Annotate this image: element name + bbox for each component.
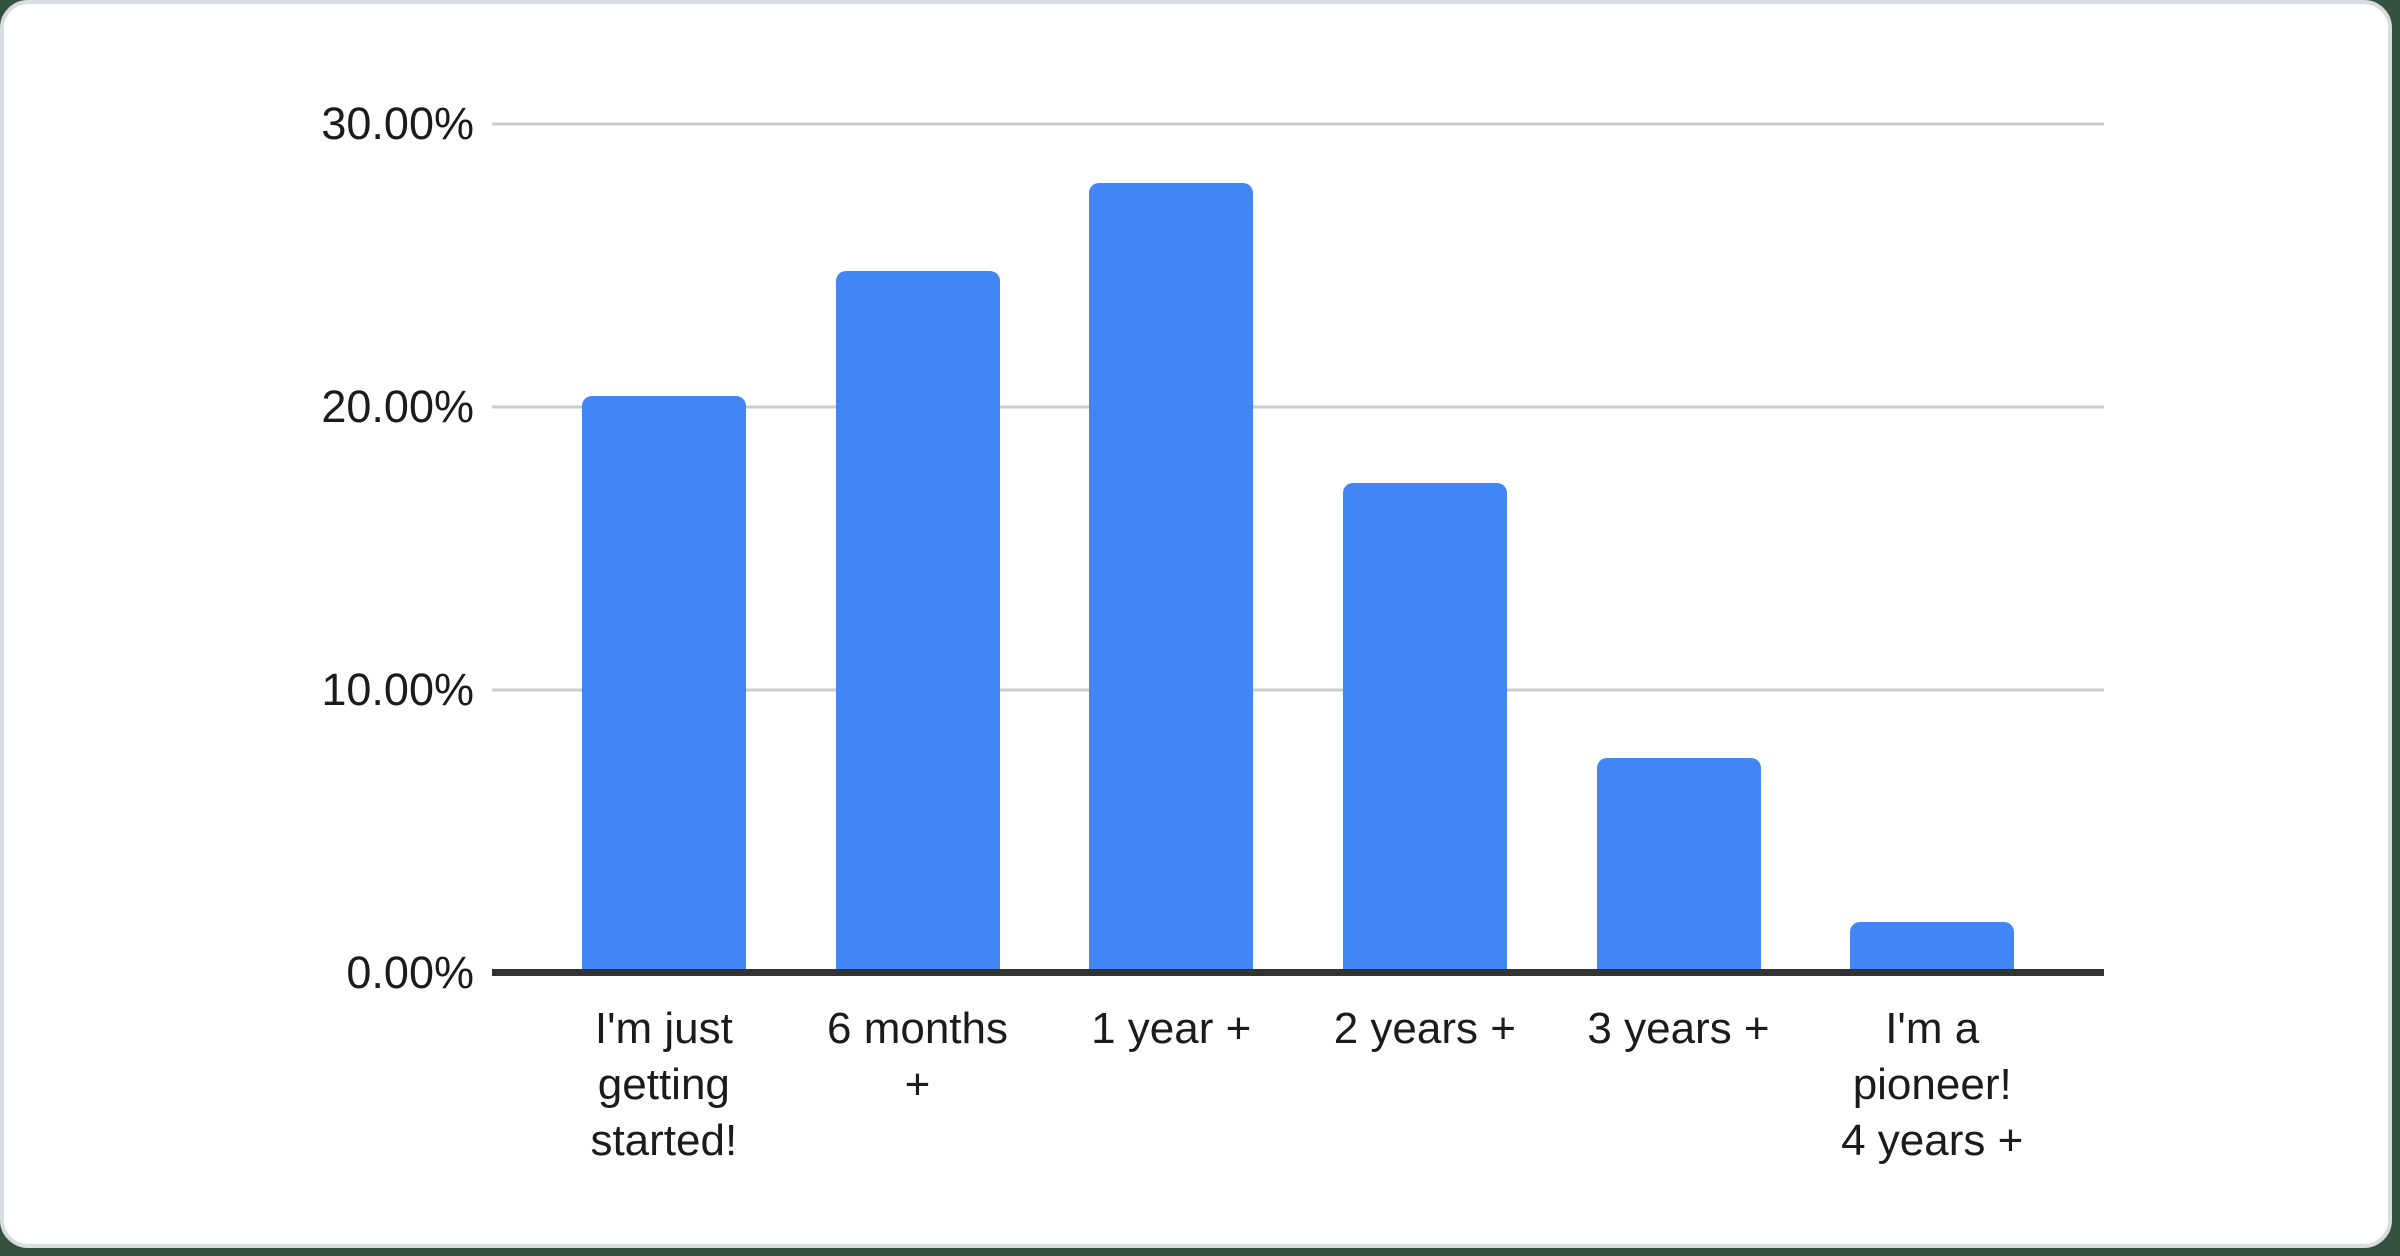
x-tick-label: I'm a pioneer! 4 years +	[1805, 1001, 2059, 1169]
x-tick-label-line: 6 months	[827, 1004, 1008, 1053]
x-tick-label-line: pioneer!	[1852, 1060, 2012, 1109]
plot-area	[492, 122, 2104, 976]
x-tick-label: 6 months +	[791, 1001, 1045, 1169]
gridline	[492, 688, 2104, 692]
x-tick-label: 1 year +	[1044, 1001, 1298, 1169]
bar[interactable]	[581, 395, 746, 973]
bar-band	[1552, 124, 1806, 973]
x-tick-label: 3 years +	[1552, 1001, 1806, 1169]
bars-container	[492, 124, 2104, 973]
x-axis-line	[492, 969, 2104, 976]
x-tick-label-line: I'm just	[594, 1004, 733, 1053]
x-tick-label-line: 3 years +	[1587, 1004, 1770, 1053]
x-axis-labels: I'm just getting started! 6 months +1 year +…	[492, 1001, 2104, 1169]
gridline	[492, 405, 2104, 409]
bar[interactable]	[1596, 757, 1761, 973]
y-tick-label: 30.00%	[321, 98, 474, 149]
bar-chart: 0.00% 10.00% 20.00% 30.00% I'm just getting s…	[4, 4, 2388, 1244]
bar-band	[537, 124, 791, 973]
x-tick-label-line: 1 year +	[1091, 1004, 1252, 1053]
bar[interactable]	[1342, 483, 1507, 973]
x-tick-label-line: getting	[597, 1060, 730, 1109]
bar-band	[1298, 124, 1552, 973]
x-tick-label-line: +	[904, 1060, 931, 1109]
bar-band	[791, 124, 1045, 973]
bar[interactable]	[835, 271, 1000, 973]
x-tick-label: 2 years +	[1298, 1001, 1552, 1169]
x-tick-label-line: started!	[590, 1116, 738, 1165]
y-tick-label: 10.00%	[321, 664, 474, 715]
x-tick-label-line: 4 years +	[1841, 1116, 2024, 1165]
bar-band	[1044, 124, 1298, 973]
gridline	[492, 122, 2104, 126]
bar-band	[1805, 124, 2059, 973]
x-tick-label: I'm just getting started!	[537, 1001, 791, 1169]
x-tick-label-line: 2 years +	[1333, 1004, 1516, 1053]
y-tick-label: 0.00%	[346, 947, 474, 998]
x-tick-label-line: I'm a	[1885, 1004, 1980, 1053]
bar[interactable]	[1089, 183, 1254, 973]
y-tick-label: 20.00%	[321, 381, 474, 432]
bar[interactable]	[1850, 922, 2015, 973]
